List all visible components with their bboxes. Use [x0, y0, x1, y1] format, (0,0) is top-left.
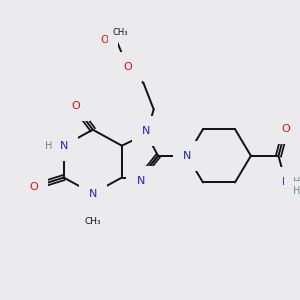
Text: H: H [293, 178, 300, 188]
Text: N: N [60, 141, 68, 151]
Text: CH₃: CH₃ [85, 217, 101, 226]
Text: O: O [100, 35, 109, 45]
Text: N: N [136, 176, 145, 186]
Text: O: O [123, 62, 132, 72]
Text: N: N [183, 151, 191, 161]
Text: N: N [142, 126, 151, 136]
Text: H: H [293, 186, 300, 196]
Text: O: O [71, 101, 80, 112]
Text: O: O [29, 182, 38, 192]
Text: O: O [281, 124, 290, 134]
Text: H: H [45, 141, 52, 151]
Text: N: N [88, 188, 97, 199]
Text: N: N [281, 178, 290, 188]
Text: CH₃: CH₃ [112, 28, 128, 37]
